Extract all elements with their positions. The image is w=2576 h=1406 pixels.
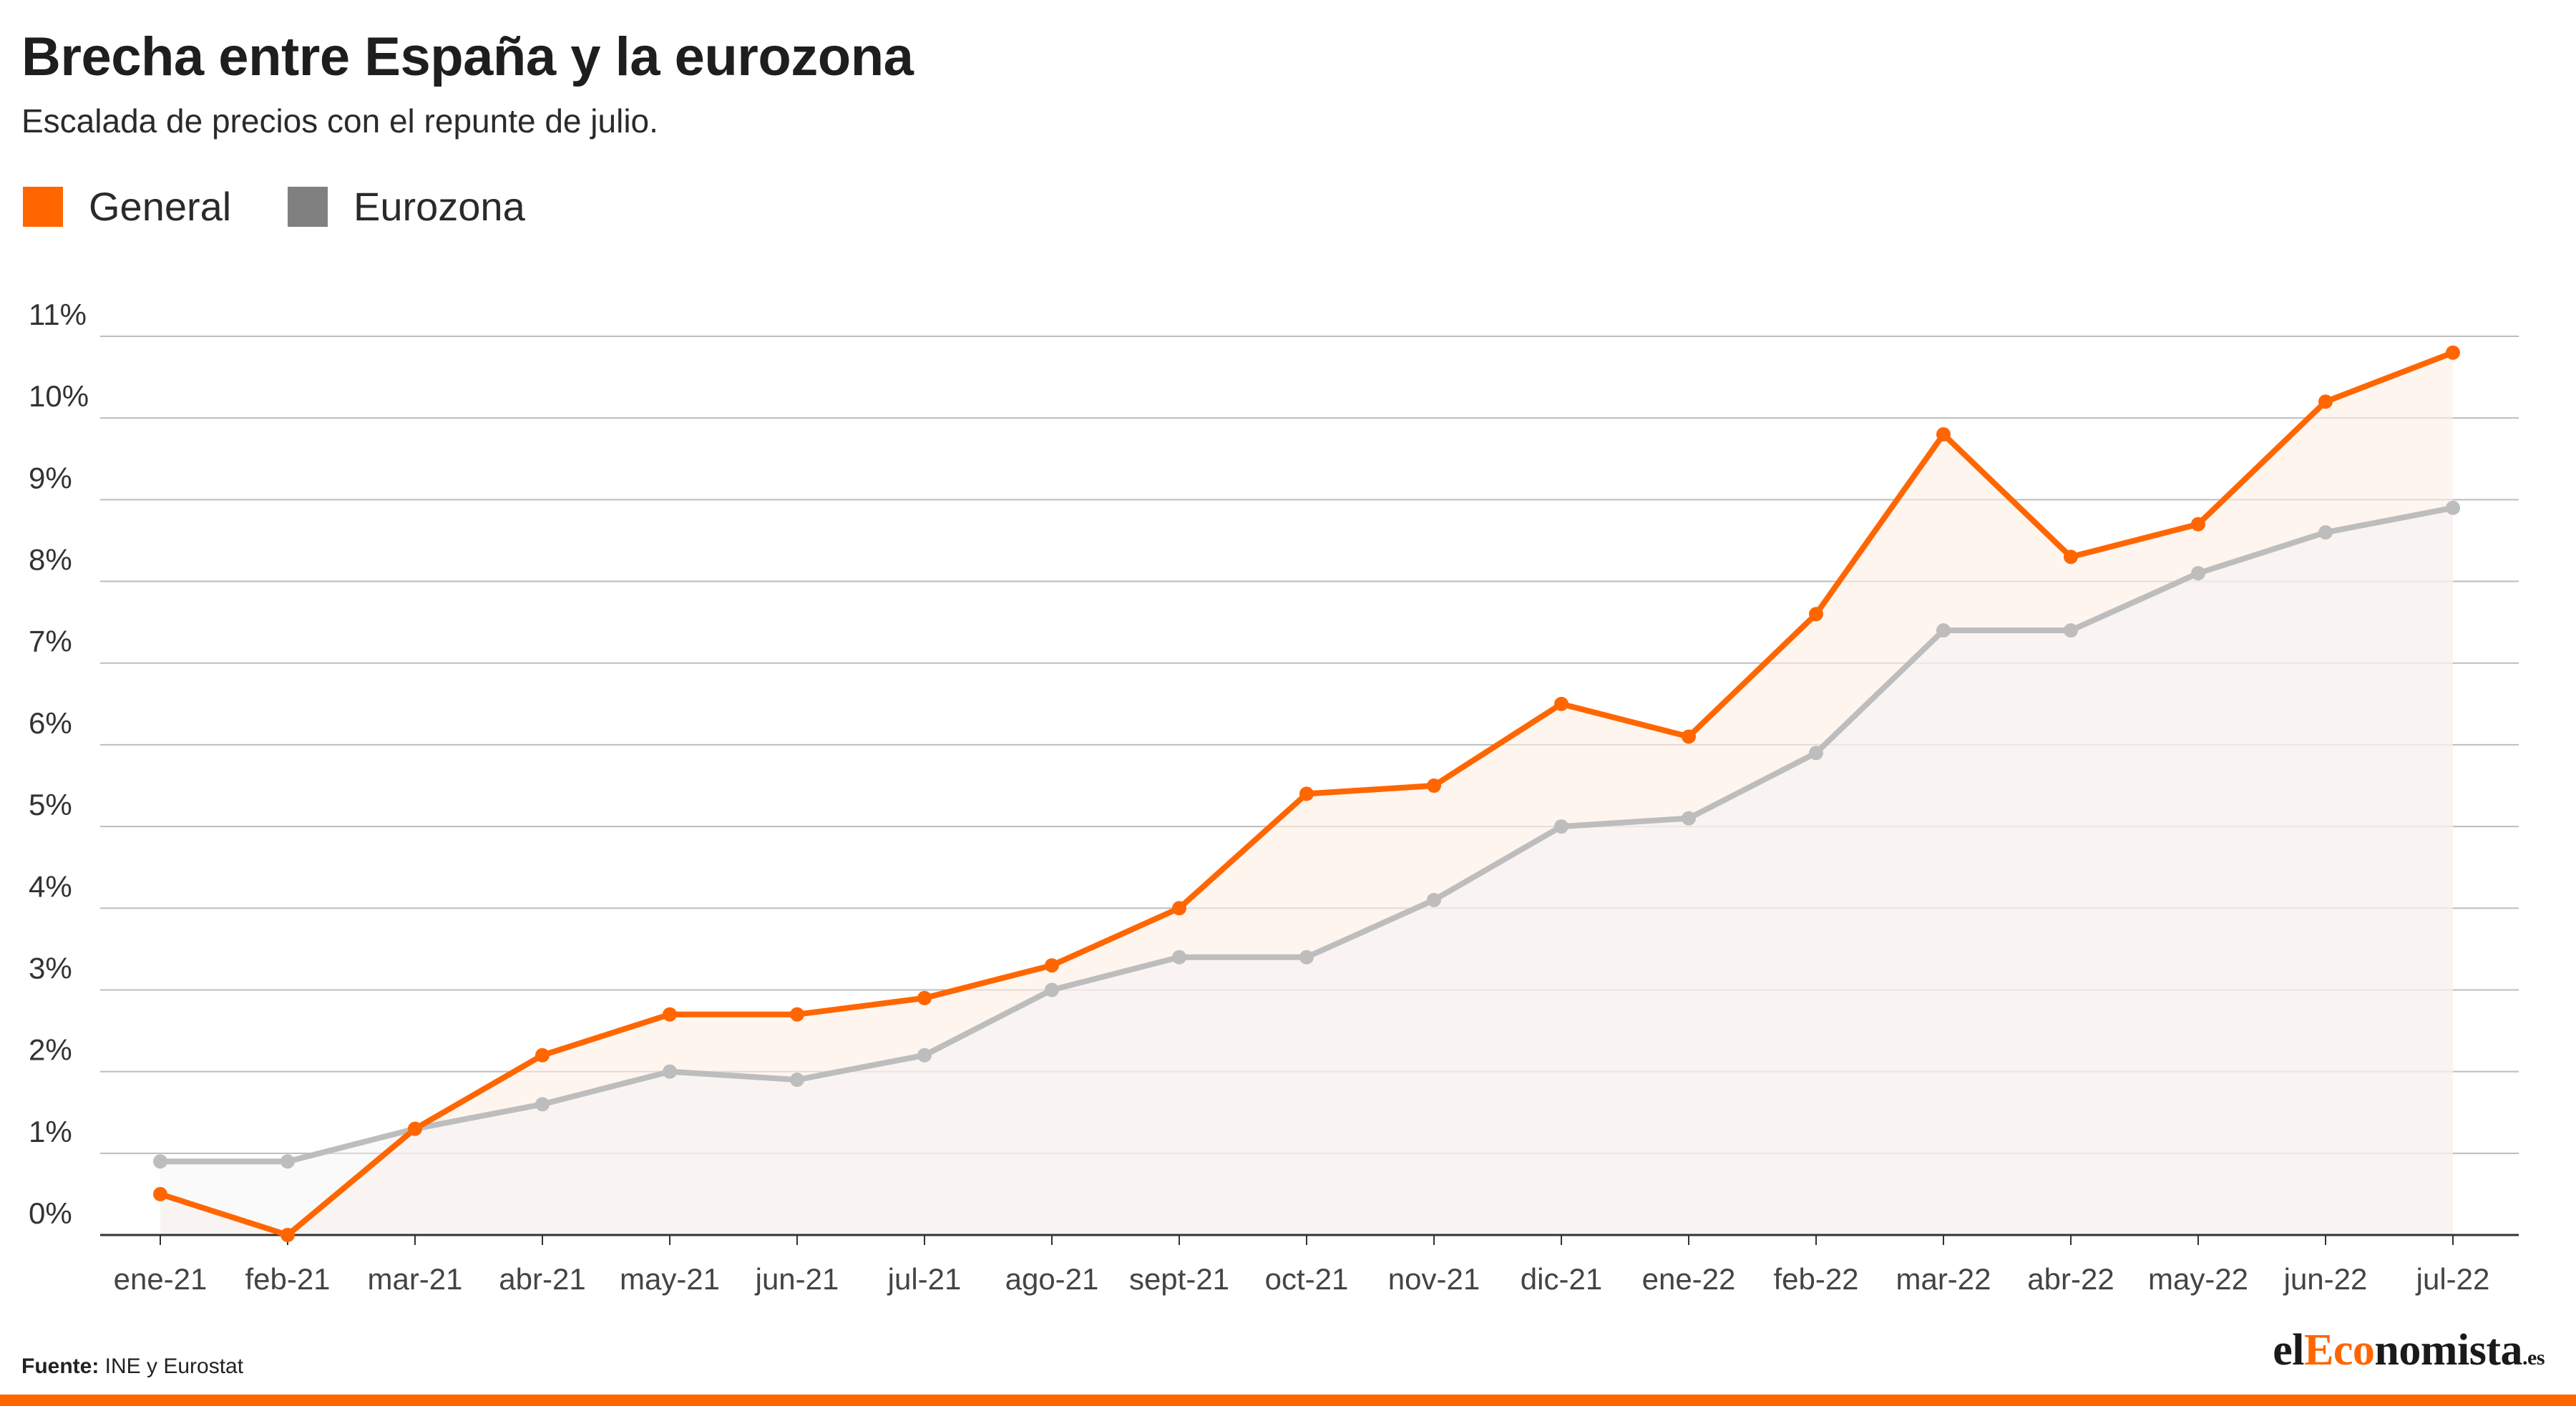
general-point xyxy=(535,1048,550,1063)
eurozona-point xyxy=(2318,525,2333,540)
source-text: INE y Eurostat xyxy=(104,1354,244,1378)
general-point xyxy=(153,1186,167,1201)
general-point xyxy=(1045,958,1059,973)
y-tick-label: 0% xyxy=(29,1196,72,1230)
brand-bottom-bar xyxy=(0,1395,2576,1406)
x-tick-label: jun-22 xyxy=(2283,1262,2368,1296)
eurozona-point xyxy=(1682,811,1696,826)
x-tick-label: ene-22 xyxy=(1642,1262,1736,1296)
y-tick-label: 1% xyxy=(29,1115,72,1148)
general-point xyxy=(1682,729,1696,744)
eurozona-point xyxy=(1427,892,1441,907)
x-tick-label: feb-22 xyxy=(1773,1262,1858,1296)
x-tick-label: jun-21 xyxy=(754,1262,839,1296)
brand-logo: elEconomista.es xyxy=(2273,1325,2545,1376)
source-label: Fuente: xyxy=(21,1354,99,1378)
x-tick-label: feb-21 xyxy=(245,1262,330,1296)
source-note: Fuente: INE y Eurostat xyxy=(21,1354,243,1379)
chart-subtitle: Escalada de precios con el repunte de ju… xyxy=(21,102,658,140)
general-point xyxy=(408,1121,422,1136)
general-point xyxy=(2446,345,2460,360)
general-point xyxy=(280,1228,295,1242)
y-tick-label: 2% xyxy=(29,1033,72,1067)
eurozona-point xyxy=(2446,500,2460,515)
eurozona-point xyxy=(153,1154,167,1169)
logo-rest: nomista xyxy=(2374,1326,2522,1375)
x-tick-label: may-22 xyxy=(2148,1262,2248,1296)
eurozona-point xyxy=(1299,949,1314,965)
general-point xyxy=(790,1007,804,1022)
x-tick-label: may-21 xyxy=(620,1262,720,1296)
x-tick-label: mar-21 xyxy=(367,1262,462,1296)
line-chart: 0% 1% 2% 3% 4% 5% 6% 7% 8% 9% 10% 11% ene-21 feb-21 m… xyxy=(29,298,2519,1296)
general-point xyxy=(1809,607,1823,622)
general-point xyxy=(2064,550,2078,565)
eurozona-point xyxy=(1045,982,1059,997)
y-tick-label: 10% xyxy=(29,379,89,413)
y-tick-label: 9% xyxy=(29,461,72,494)
eurozona-area xyxy=(160,507,2453,1235)
eurozona-point xyxy=(917,1048,932,1063)
general-point xyxy=(1427,778,1441,793)
general-point xyxy=(1172,901,1186,916)
legend-label-eurozona: Eurozona xyxy=(353,184,525,229)
general-point xyxy=(1554,696,1568,711)
eurozona-point xyxy=(2191,566,2205,581)
eurozona-point xyxy=(1554,819,1568,834)
y-tick-label: 7% xyxy=(29,625,72,658)
y-axis-ticks: 0% 1% 2% 3% 4% 5% 6% 7% 8% 9% 10% 11% xyxy=(29,298,89,1230)
general-point xyxy=(2191,517,2205,532)
y-tick-label: 6% xyxy=(29,706,72,740)
chart-title: Brecha entre España y la eurozona xyxy=(21,26,914,87)
x-tick-label: ago-21 xyxy=(1005,1262,1099,1296)
y-tick-label: 4% xyxy=(29,869,72,903)
eurozona-point xyxy=(1172,949,1186,965)
y-tick-label: 11% xyxy=(29,298,87,331)
logo-el: el xyxy=(2273,1326,2304,1375)
general-point xyxy=(1299,786,1314,801)
logo-tld: .es xyxy=(2522,1346,2545,1370)
legend-swatch-eurozona xyxy=(288,187,328,227)
x-tick-label: abr-22 xyxy=(2027,1262,2114,1296)
eurozona-point xyxy=(535,1097,550,1112)
x-tick-label: abr-21 xyxy=(499,1262,585,1296)
y-tick-label: 3% xyxy=(29,951,72,985)
y-tick-label: 8% xyxy=(29,543,72,577)
x-tick-label: oct-21 xyxy=(1265,1262,1349,1296)
eurozona-point xyxy=(280,1154,295,1169)
eurozona-point xyxy=(663,1064,677,1079)
x-axis: ene-21 feb-21 mar-21 abr-21 may-21 jun-21 jul-… xyxy=(100,1234,2519,1296)
x-tick-label: nov-21 xyxy=(1388,1262,1480,1296)
legend-label-general: General xyxy=(89,184,232,229)
eurozona-point xyxy=(790,1073,804,1088)
x-tick-label: jul-22 xyxy=(2415,1262,2490,1296)
y-tick-label: 5% xyxy=(29,788,72,821)
x-tick-label: mar-22 xyxy=(1896,1262,1991,1296)
eurozona-point xyxy=(1936,623,1951,638)
general-point xyxy=(917,990,932,1005)
general-point xyxy=(2318,394,2333,409)
x-tick-label: jul-21 xyxy=(887,1262,962,1296)
series-points xyxy=(153,345,2460,1242)
eurozona-point xyxy=(1809,746,1823,761)
x-tick-label: dic-21 xyxy=(1521,1262,1602,1296)
x-tick-label: sept-21 xyxy=(1129,1262,1229,1296)
x-tick-label: ene-21 xyxy=(114,1262,208,1296)
logo-accent: Eco xyxy=(2303,1326,2375,1375)
eurozona-point xyxy=(2064,623,2078,638)
general-point xyxy=(663,1007,677,1022)
general-point xyxy=(1936,427,1951,442)
legend-swatch-general xyxy=(23,187,63,227)
